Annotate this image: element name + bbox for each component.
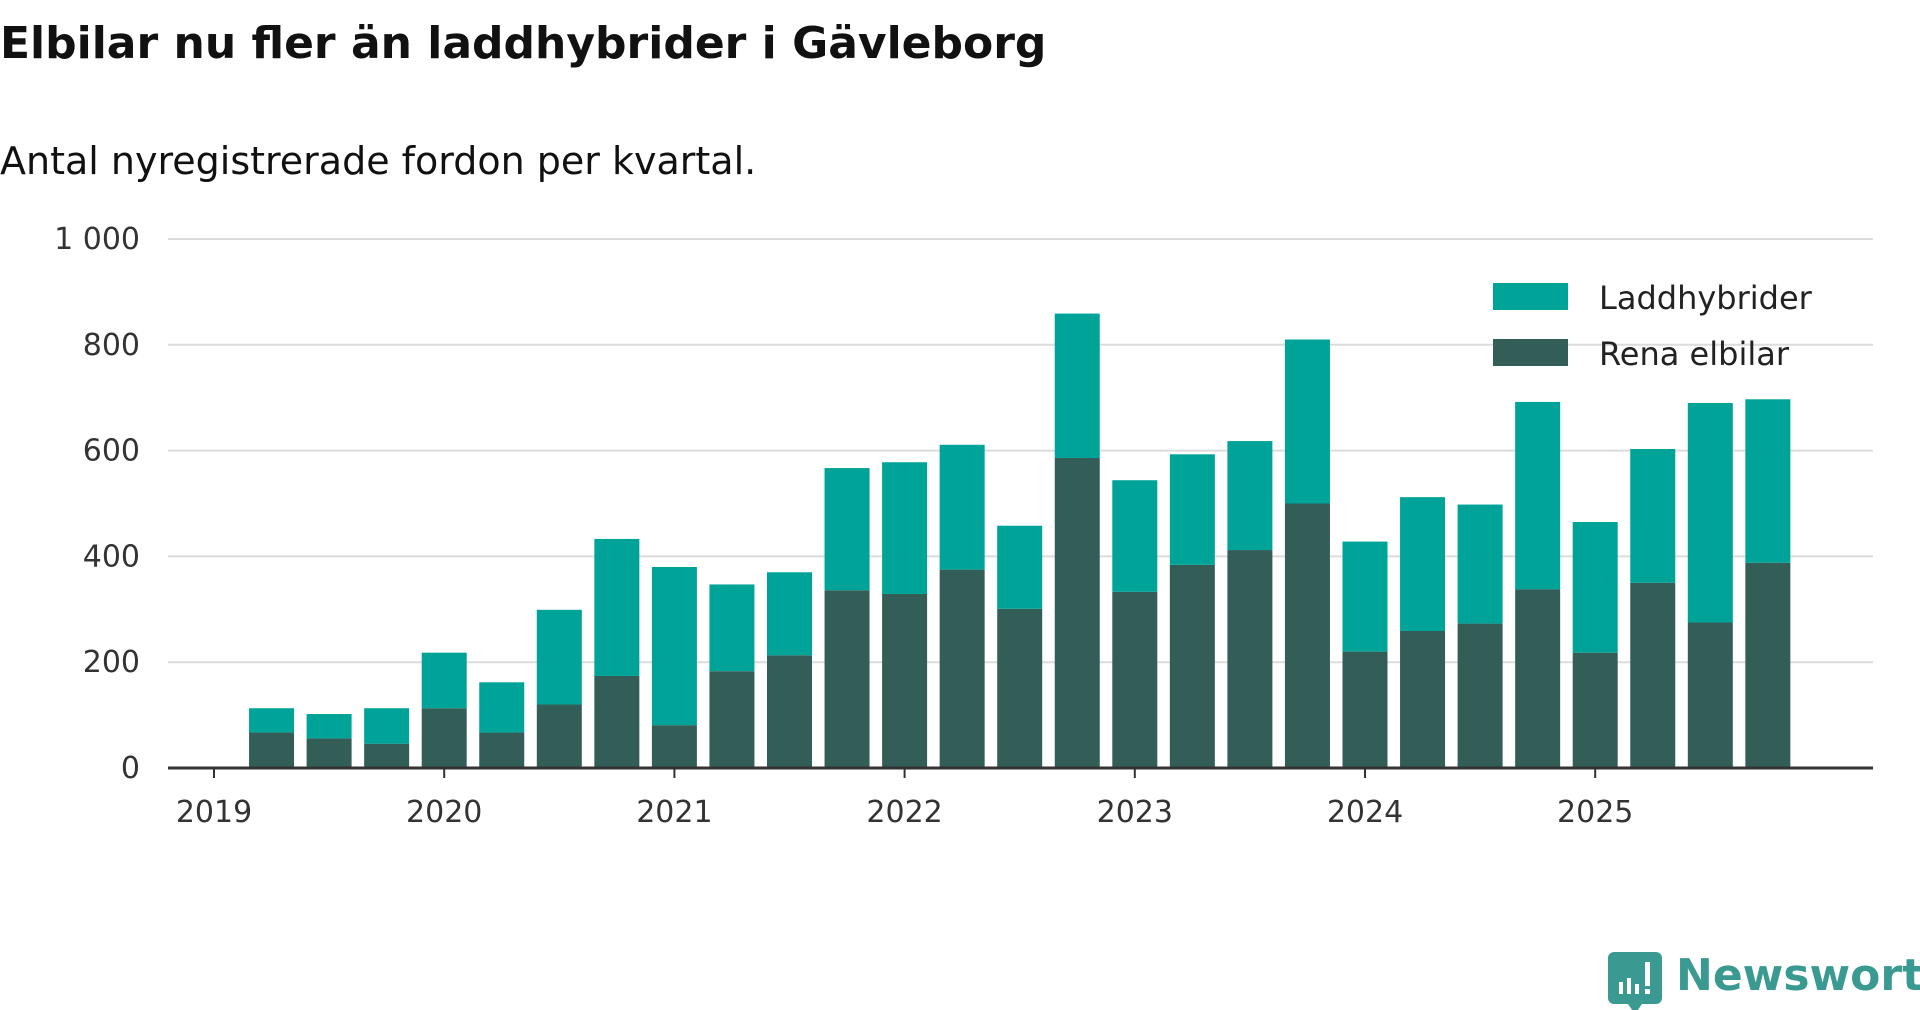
bars (249, 313, 1791, 768)
bar-laddhybrider (594, 538, 640, 676)
bar-laddhybrider (1745, 399, 1791, 563)
bar-laddhybrider (1630, 449, 1676, 583)
axes: 0 200 400 600 800 1 000 2019 2020 2021 2022 2023 20… (54, 222, 1873, 830)
bar-laddhybrider (1400, 497, 1446, 631)
bar-laddhybrider (249, 708, 295, 733)
y-tick-label: 200 (83, 645, 140, 680)
x-tick-label: 2019 (176, 795, 252, 830)
bar-rena-elbilar (594, 675, 640, 768)
bar-rena-elbilar (1169, 564, 1215, 768)
chart-subtitle: Antal nyregistrerade fordon per kvartal. (0, 139, 756, 183)
bar-laddhybrider (1342, 541, 1388, 652)
y-tick-label: 1 000 (54, 222, 140, 257)
legend-swatch (1493, 283, 1568, 310)
bar-rena-elbilar (882, 593, 928, 768)
bar-laddhybrider (364, 708, 410, 744)
bar-rena-elbilar (1342, 651, 1388, 768)
bar-rena-elbilar (651, 725, 697, 768)
bar-rena-elbilar (306, 738, 352, 768)
legend-label: Laddhybrider (1599, 279, 1813, 317)
bar-rena-elbilar (1515, 589, 1561, 768)
bar-laddhybrider (939, 444, 985, 570)
bar-rena-elbilar (1630, 582, 1676, 768)
bar-rena-elbilar (1745, 562, 1791, 768)
bar-laddhybrider (479, 682, 525, 733)
bar-laddhybrider (709, 584, 755, 672)
bar-rena-elbilar (1400, 630, 1446, 768)
bar-laddhybrider (767, 572, 812, 656)
newsworthy-logo: Newsworthy (1608, 950, 1920, 1010)
x-tick-label: 2024 (1327, 795, 1403, 830)
logo-text: Newsworthy (1676, 950, 1920, 1001)
bar-rena-elbilar (479, 732, 525, 768)
bar-rena-elbilar (1457, 623, 1503, 768)
legend-swatch (1493, 339, 1568, 366)
y-tick-label: 0 (121, 751, 140, 786)
bar-rena-elbilar (1054, 458, 1100, 768)
bar-rena-elbilar (939, 569, 985, 768)
bar-rena-elbilar (1687, 622, 1733, 768)
bar-laddhybrider (882, 462, 928, 594)
bar-laddhybrider (1515, 401, 1561, 590)
y-tick-label: 800 (83, 328, 140, 363)
bar-rena-elbilar (421, 708, 467, 768)
x-tick-label: 2022 (866, 795, 942, 830)
bar-rena-elbilar (1572, 652, 1618, 768)
bar-laddhybrider (997, 525, 1043, 609)
x-tick-label: 2025 (1557, 795, 1633, 830)
bar-laddhybrider (1457, 504, 1503, 624)
bar-laddhybrider (1572, 522, 1618, 653)
bar-rena-elbilar (1227, 550, 1273, 768)
bar-laddhybrider (824, 468, 870, 591)
x-tick-label: 2023 (1097, 795, 1173, 830)
legend: Laddhybrider Rena elbilar (1493, 279, 1813, 373)
bar-rena-elbilar (997, 608, 1043, 768)
x-tick-label: 2020 (406, 795, 482, 830)
bar-rena-elbilar (1112, 591, 1158, 768)
legend-label: Rena elbilar (1599, 335, 1790, 373)
bar-laddhybrider (1169, 454, 1215, 565)
y-tick-label: 400 (83, 539, 140, 574)
bar-laddhybrider (421, 652, 467, 709)
bar-laddhybrider (306, 714, 352, 739)
bar-rena-elbilar (824, 590, 870, 768)
bar-rena-elbilar (249, 732, 295, 768)
y-tick-label: 600 (83, 434, 140, 469)
bar-rena-elbilar (364, 743, 410, 768)
bar-rena-elbilar (709, 671, 755, 768)
bar-laddhybrider (1054, 313, 1100, 459)
x-tick-label: 2021 (636, 795, 712, 830)
bar-laddhybrider (1112, 480, 1158, 592)
bar-laddhybrider (1284, 339, 1330, 504)
bar-laddhybrider (1227, 441, 1273, 551)
chart-title: Elbilar nu fler än laddhybrider i Gävleb… (0, 18, 1046, 69)
logo-icon (1608, 952, 1662, 1010)
bar-rena-elbilar (767, 655, 812, 768)
bar-rena-elbilar (1284, 503, 1330, 768)
bar-rena-elbilar (536, 704, 582, 768)
bar-laddhybrider (651, 566, 697, 726)
bar-laddhybrider (536, 609, 582, 705)
bar-laddhybrider (1687, 402, 1733, 623)
